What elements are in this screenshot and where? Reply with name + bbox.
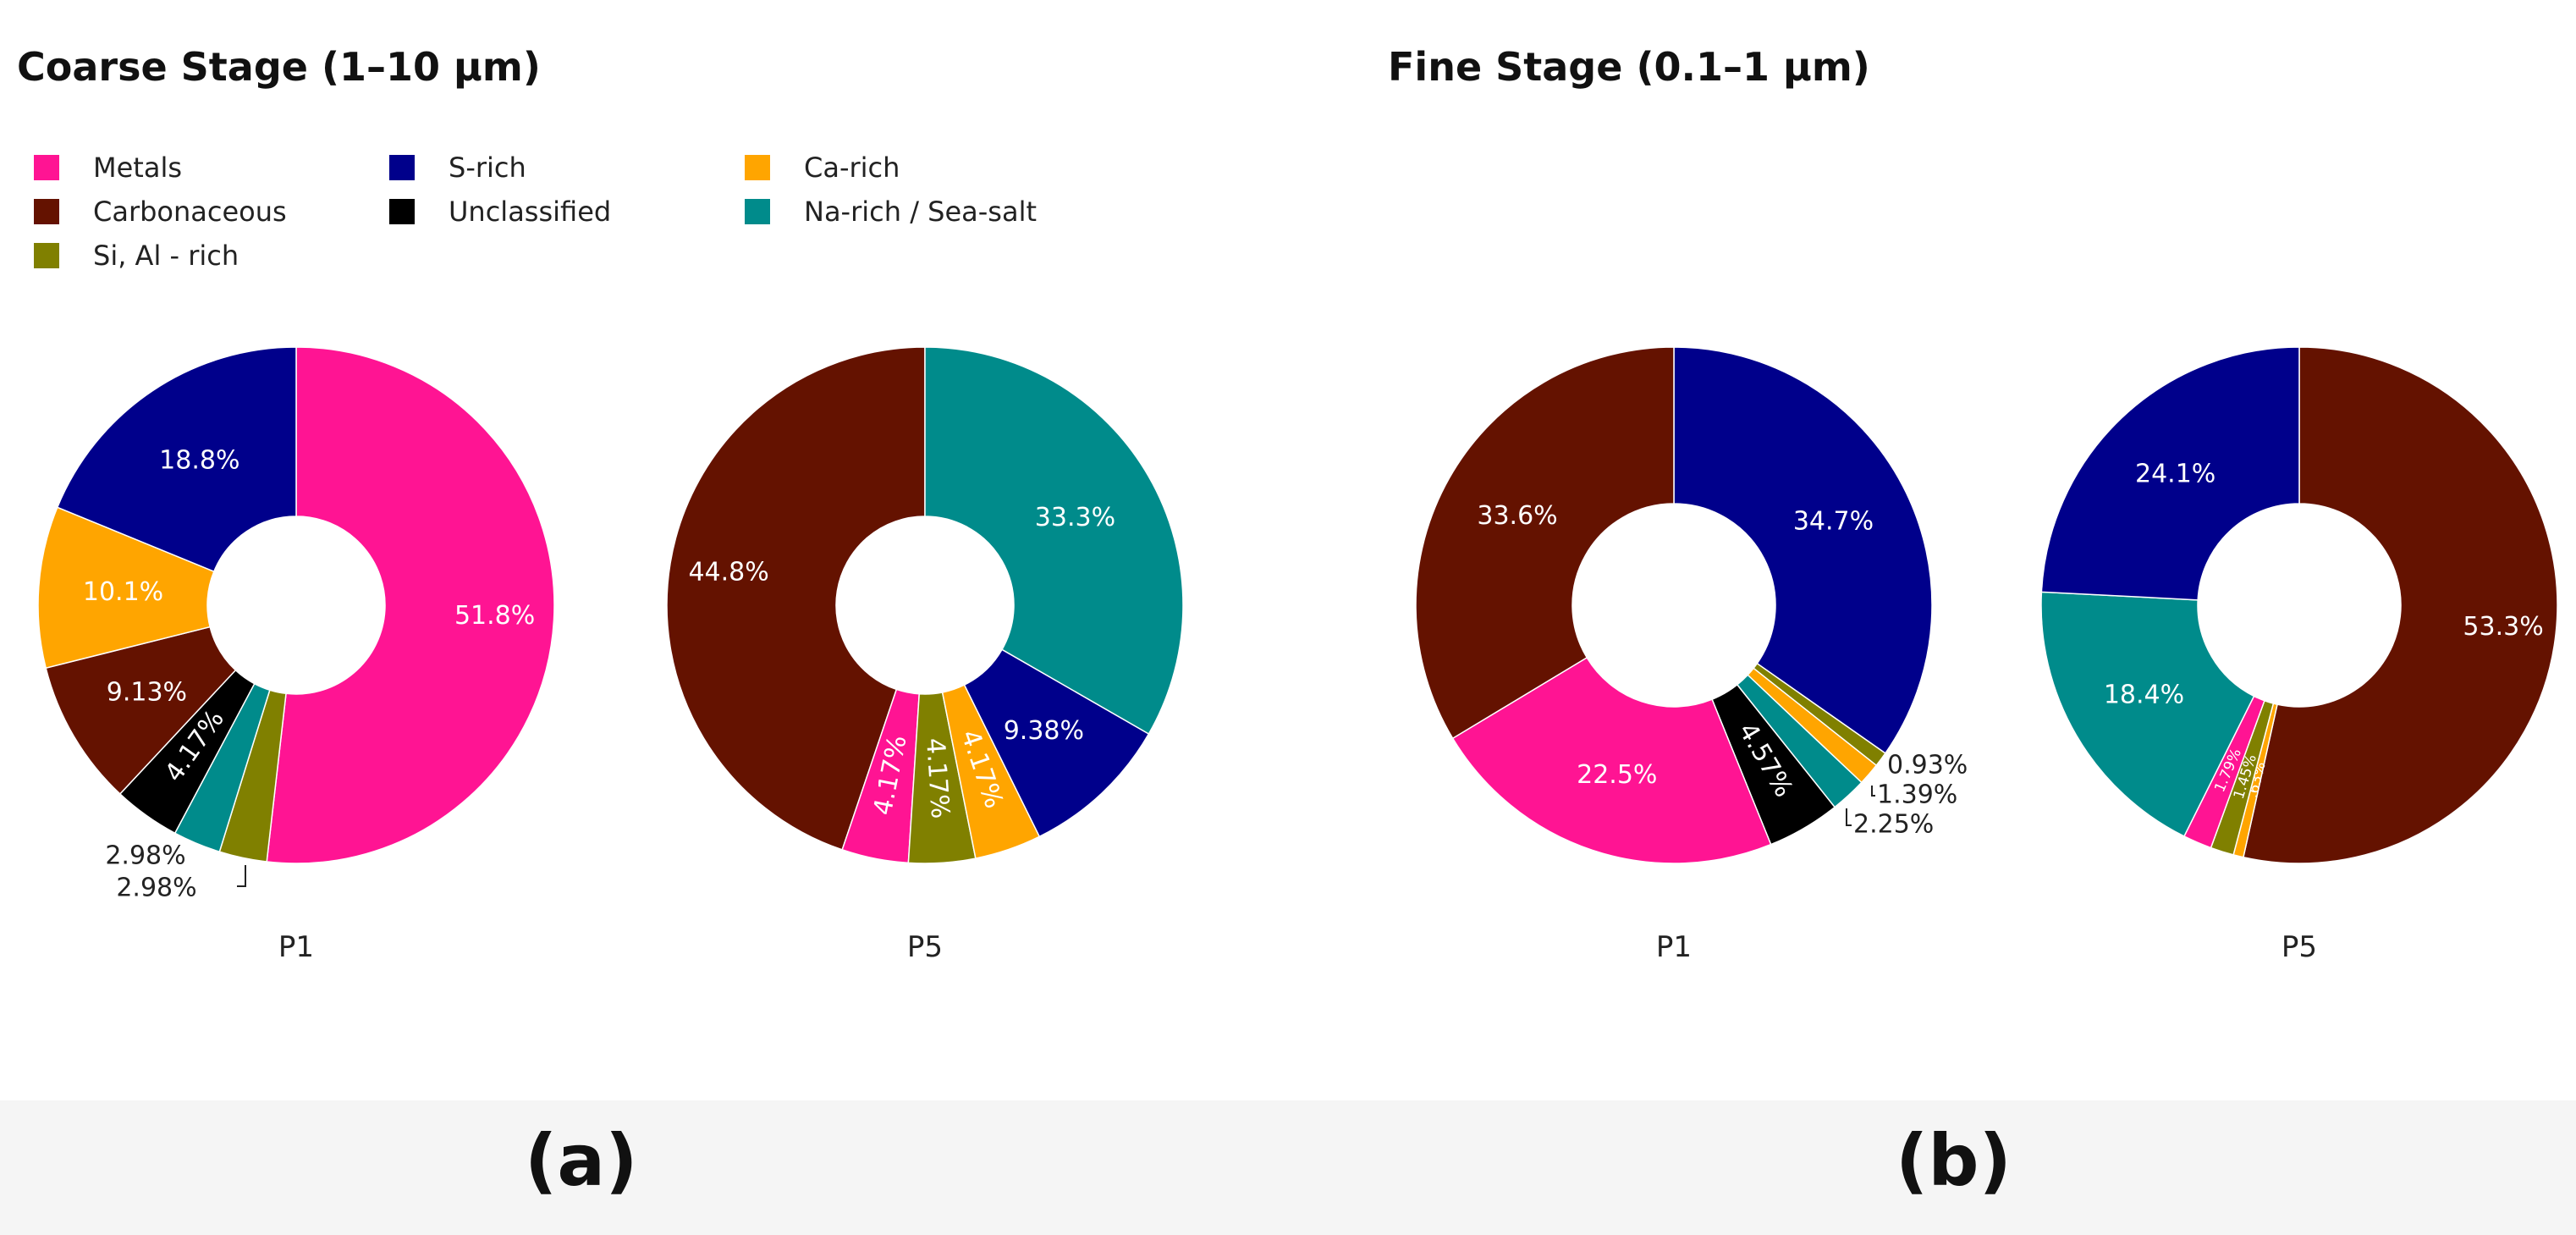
chart-title: P1 <box>1656 930 1692 964</box>
legend-swatch <box>745 155 770 180</box>
legend-label: S-rich <box>449 152 526 184</box>
caption-band <box>0 1100 2576 1235</box>
slice-metals <box>266 346 555 864</box>
donut-chart-2: 44.8%4.17% 4.17% 4.17%9.38%33.3%P5 <box>666 346 1184 964</box>
slice-carbonaceous <box>666 346 926 851</box>
legend-label: Na-rich / Sea-salt <box>804 196 1038 228</box>
slice-label-ca-rich: 1.39% <box>1877 780 1957 810</box>
slice-s-rich <box>56 346 297 573</box>
legend-item-metals: Metals <box>34 151 182 185</box>
label-leader-line <box>237 865 246 887</box>
slice-label-na-rich-sea-salt: 2.98% <box>105 841 185 871</box>
slice-label-carbonaceous: 9.13% <box>107 678 187 708</box>
chart-title: P1 <box>278 930 314 964</box>
slice-label-metals: 22.5% <box>1577 760 1657 790</box>
legend-swatch <box>745 199 770 224</box>
legend-swatch <box>389 155 415 180</box>
legend-swatch <box>34 155 59 180</box>
donut-chart-4: 53.3%.63%1.45%1.79%18.4%24.1%P5 <box>2040 346 2558 964</box>
slice-ca-rich <box>37 506 215 670</box>
slice-carbonaceous <box>2243 346 2558 864</box>
legend-swatch <box>34 243 59 268</box>
legend-item-carbonaceous: Carbonaceous <box>34 195 287 229</box>
slice-na-rich-sea-salt <box>924 346 1184 736</box>
donut-charts: 51.8% 2.98% 2.98% 4.17% 9.13% 10.1% 18.8% P1 44.… <box>37 346 2558 964</box>
slice-label-carbonaceous: 33.6% <box>1477 501 1557 531</box>
slice-na-rich-sea-salt <box>2040 591 2255 837</box>
slice-label-na-rich-sea-salt: 33.3% <box>1035 503 1115 532</box>
legend-item-ca-rich: Ca-rich <box>745 151 900 185</box>
label-leader-line <box>1871 786 1875 797</box>
legend-label: Si, Al - rich <box>93 240 239 272</box>
panel-label-a: (a) <box>525 1119 638 1202</box>
slice-metals <box>1451 656 1772 864</box>
slice-label-carbonaceous: 53.3% <box>2463 612 2543 642</box>
slice-label-s-rich: 9.38% <box>1004 716 1084 746</box>
slice-carbonaceous <box>1415 346 1675 740</box>
chart-title: P5 <box>2282 930 2317 964</box>
legend-swatch <box>389 199 415 224</box>
panel-label-b: (b) <box>1896 1119 2012 1202</box>
slice-label-s-rich: 34.7% <box>1793 506 1874 536</box>
slice-label-s-rich: 18.8% <box>159 445 239 475</box>
legend-swatch <box>34 199 59 224</box>
legend-item-unclassified: Unclassified <box>389 195 611 229</box>
slice-carbonaceous <box>45 626 237 795</box>
slice-label-na-rich-sea-salt: 2.25% <box>1853 810 1934 840</box>
slice-label-s-rich: 24.1% <box>2135 459 2215 488</box>
slice-label-metals: 51.8% <box>454 601 535 631</box>
slice-label-si-al-rich: 0.93% <box>1887 751 1968 780</box>
legend-label: Carbonaceous <box>93 196 287 228</box>
slice-label-ca-rich: 10.1% <box>83 577 163 607</box>
legend-item-si-al-rich: Si, Al - rich <box>34 239 239 273</box>
legend-item-s-rich: S-rich <box>389 151 526 185</box>
legend-label: Unclassified <box>449 196 612 228</box>
slice-s-rich <box>1673 346 1933 754</box>
coarse-stage-title: Coarse Stage (1–10 μm) <box>17 44 541 90</box>
chart-title: P5 <box>907 930 943 964</box>
legend: Metals S-rich Ca-rich Carbonaceous Unclassif… <box>34 151 1303 286</box>
fine-stage-title: Fine Stage (0.1–1 μm) <box>1388 44 1870 90</box>
slice-label-si-al-rich: 4.17% <box>920 737 955 819</box>
slice-s-rich <box>963 648 1150 838</box>
legend-item-na-rich-sea-salt: Na-rich / Sea-salt <box>745 195 1037 229</box>
donut-chart-3: 34.7%0.93%1.39%2.25%4.57%22.5%33.6%P1 <box>1415 346 1968 964</box>
slice-label-na-rich-sea-salt: 18.4% <box>2104 681 2184 710</box>
label-leader-line <box>1846 808 1852 826</box>
legend-label: Metals <box>93 152 183 184</box>
slice-label-si-al-rich: 2.98% <box>116 874 196 903</box>
legend-label: Ca-rich <box>804 152 900 184</box>
slice-s-rich <box>2040 346 2300 601</box>
donut-chart-1: 51.8%2.98%2.98%4.17%9.13%10.1%18.8%P1 <box>37 346 555 964</box>
slice-label-carbonaceous: 44.8% <box>688 557 768 587</box>
